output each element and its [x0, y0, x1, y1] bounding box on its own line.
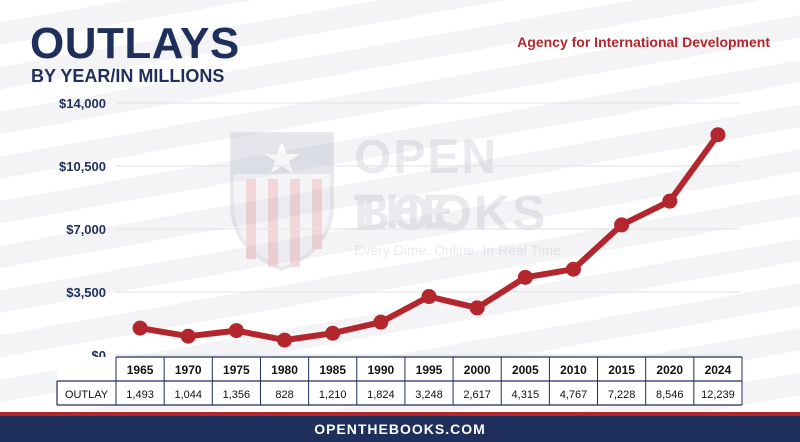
- table-value-cell: 4,767: [560, 389, 588, 401]
- x-tick-label: 1975: [223, 363, 250, 377]
- data-point: [180, 328, 196, 344]
- data-point: [132, 320, 148, 336]
- x-tick-label: 1995: [416, 363, 443, 377]
- data-point: [710, 127, 726, 143]
- table-value-cell: 2,617: [463, 389, 491, 401]
- x-tick-label: 1970: [175, 363, 202, 377]
- data-point: [662, 193, 678, 209]
- agency-name: Agency for International Development: [517, 34, 770, 50]
- x-tick-label: 1965: [127, 363, 154, 377]
- x-tick-label: 2005: [512, 363, 539, 377]
- y-tick-label: $7,000: [66, 222, 106, 237]
- table-value-cell: 12,239: [701, 389, 735, 401]
- data-point: [421, 289, 437, 305]
- footer-site-link[interactable]: OPENTHEBOOKS.COM: [314, 421, 486, 437]
- x-tick-label: 1980: [271, 363, 298, 377]
- y-tick-label: $14,000: [59, 96, 106, 111]
- data-point: [517, 269, 533, 285]
- table-row-label: OUTLAY: [65, 389, 109, 401]
- data-point: [373, 314, 389, 330]
- data-point: [469, 300, 485, 316]
- chart-subtitle: BY YEAR/IN MILLIONS: [31, 66, 225, 86]
- table-value-cell: 4,315: [512, 389, 540, 401]
- line-chart: $0$3,500$7,000$10,500$14,00019651,493197…: [56, 96, 743, 406]
- table-value-cell: 3,248: [415, 389, 443, 401]
- y-tick-label: $10,500: [59, 159, 106, 174]
- x-tick-label: 2015: [608, 363, 635, 377]
- table-value-cell: 7,228: [608, 389, 636, 401]
- x-tick-label: 2020: [656, 363, 683, 377]
- table-value-cell: 1,824: [367, 389, 395, 401]
- data-point: [565, 261, 581, 277]
- data-point: [277, 332, 293, 348]
- x-tick-label: 2010: [560, 363, 587, 377]
- x-tick-label: 2024: [705, 363, 732, 377]
- table-value-cell: 1,493: [126, 389, 154, 401]
- table-value-cell: 828: [275, 389, 293, 401]
- x-tick-label: 1990: [367, 363, 394, 377]
- x-tick-label: 2000: [464, 363, 491, 377]
- data-point: [614, 217, 630, 233]
- table-value-cell: 8,546: [656, 389, 684, 401]
- data-point: [228, 323, 244, 339]
- data-point: [325, 325, 341, 341]
- y-tick-label: $3,500: [66, 285, 106, 300]
- chart-title: OUTLAYS: [30, 19, 240, 68]
- table-value-cell: 1,210: [319, 389, 347, 401]
- footer-bar: OPENTHEBOOKS.COM: [0, 412, 800, 442]
- table-value-cell: 1,044: [174, 389, 202, 401]
- x-tick-label: 1985: [319, 363, 346, 377]
- table-value-cell: 1,356: [223, 389, 251, 401]
